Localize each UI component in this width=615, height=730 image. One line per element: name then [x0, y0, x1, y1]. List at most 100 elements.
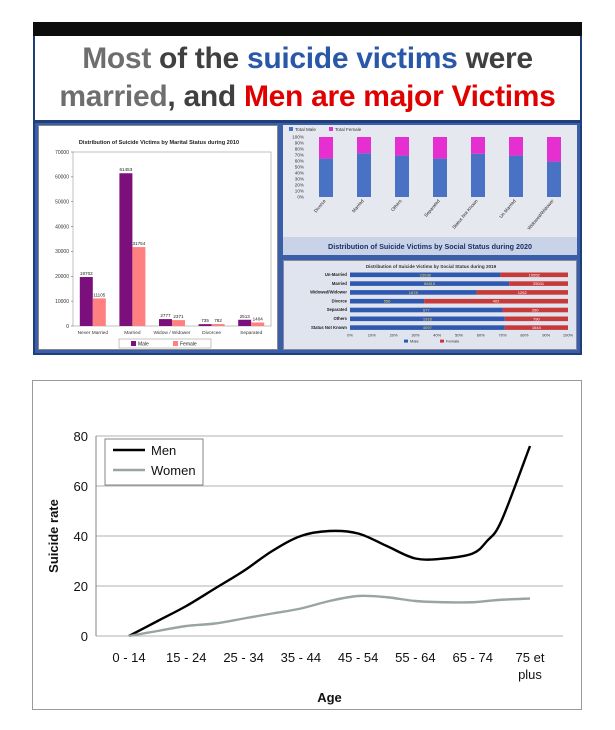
chart3-xtick-label: 60%	[477, 333, 485, 338]
chart1-bar-male-never-married	[79, 277, 93, 326]
chart2-ytick-label: 40%	[295, 171, 304, 176]
chart4-ytick-label: 20	[74, 579, 88, 594]
chart3-category-label: Others	[334, 316, 348, 321]
chart1-data-label: 2371	[173, 314, 184, 319]
headline-line-1: Most of the suicide victims were	[36, 40, 579, 78]
chart2-ytick-label: 30%	[295, 177, 304, 182]
chart2-legend-swatch-total-female	[329, 127, 333, 131]
chart2-bar-male-widowed-widower	[547, 161, 561, 197]
headline-text-and: , and	[167, 80, 244, 113]
chart3-bar-male-divorce	[350, 298, 425, 304]
chart4-ytick-label: 60	[74, 479, 88, 494]
chart2-bar-male-divorce	[319, 158, 333, 197]
chart3-xtick-label: 90%	[542, 333, 550, 338]
chart4-xtick-label: 0 - 14	[112, 650, 145, 665]
chart4-xtick-label: 45 - 54	[338, 650, 378, 665]
chart3-bar-female-un-married	[500, 272, 568, 278]
chart2-ytick-label: 20%	[295, 183, 304, 188]
chart2-title: Distribution of Suicide Victims by Socia…	[328, 242, 532, 251]
chart2-bar-male-others	[395, 155, 409, 197]
chart3-male-label: 23038	[420, 272, 432, 277]
chart2-category-label: Status Not Known	[451, 198, 479, 230]
chart2-ytick-label: 60%	[295, 159, 304, 164]
chart3-bar-female-divorce	[424, 298, 568, 304]
chart2-category-label: Divorce	[313, 198, 327, 213]
chart3-bar-male-un-married	[350, 272, 501, 278]
chart2-ytick-label: 90%	[295, 141, 304, 146]
chart4-xtick-label: 75 et	[516, 650, 545, 665]
chart2-bar-female-others	[395, 137, 409, 156]
chart3-legend-label-female: Female	[446, 339, 460, 344]
headline-line-2: married, and Men are major Victims	[36, 78, 579, 116]
chart1-legend-label-female: Female	[180, 342, 197, 348]
chart3-bar-male-married	[350, 281, 510, 286]
chart3-xtick-label: 40%	[433, 333, 441, 338]
chart2-category-label: Un Married	[498, 198, 517, 219]
chart3-title: Distribution of Suicide Victims by Socia…	[366, 264, 497, 269]
chart1-bar-male-divorcee	[198, 324, 212, 326]
chart3-legend-swatch-male	[404, 339, 408, 343]
chart1-data-label: 1404	[253, 317, 264, 322]
chart1-ytick-label: 10000	[55, 299, 69, 305]
chart3-male-label: 4097	[423, 325, 433, 330]
blue-divider	[35, 120, 580, 123]
chart2-legend-label-total-male: Total Male	[295, 127, 316, 132]
chart3-bar-male-widowed-widower	[350, 290, 477, 295]
chart3-bar-female-married	[509, 281, 568, 286]
chart3-bar-male-separated	[350, 307, 503, 313]
chart4-xlabel: Age	[317, 690, 342, 705]
chart2-category-label: Widowed/Widower	[526, 198, 555, 231]
chart2-bar-male-status-not-known	[471, 153, 485, 197]
chart1-data-label: 2777	[160, 313, 171, 318]
chart2-bar-female-widowed-widower	[547, 137, 561, 162]
chart2-bar-female-divorce	[319, 137, 333, 159]
chart2-ytick-label: 70%	[295, 153, 304, 158]
chart1-bar-male-married	[119, 173, 133, 326]
headline-text-men-major-victims: Men are major Victims	[243, 80, 556, 113]
chart3-xtick-label: 80%	[520, 333, 528, 338]
chart1-category-label: Married	[124, 330, 141, 336]
chart1-bar-male-separated	[238, 319, 252, 326]
chart2-title-band	[283, 237, 577, 255]
chart4-xtick-label: 35 - 44	[281, 650, 321, 665]
chart2-category-label: Separated	[423, 198, 441, 218]
chart3-xtick-label: 20%	[390, 333, 398, 338]
chart1-data-label: 61453	[120, 167, 133, 172]
chart3-legend-swatch-female	[440, 339, 444, 343]
chart-social-status-2019-svg: Distribution of Suicide Victims by Socia…	[310, 264, 573, 344]
chart-suicide-rate-by-age-svg: 0 20 40 60 80 0 - 14 15 - 24 25 - 34 35 - 44 45 -…	[46, 429, 563, 705]
chart4-ytick-label: 40	[74, 529, 88, 544]
chart2-bar-female-un-married	[509, 137, 523, 156]
chart1-legend-box	[118, 338, 212, 349]
chart3-category-label: Married	[332, 281, 348, 286]
headline-text-were: were	[457, 42, 533, 75]
chart3-female-label: 1644	[532, 325, 542, 330]
chart3-male-label: 66815	[424, 281, 436, 286]
chart3-female-label: 402	[493, 299, 500, 304]
chart2-bar-female-status-not-known	[471, 137, 485, 154]
chart3-category-label: Divorce	[332, 298, 348, 303]
chart3-female-label: 290	[532, 308, 539, 313]
headline-text-of-the: of the	[159, 42, 247, 75]
chart4-xtick-label-cont: plus	[518, 667, 542, 682]
chart4-ytick-label: 0	[81, 629, 88, 644]
chart2-ytick-label: 80%	[295, 147, 304, 152]
chart2-bar-female-separated	[433, 137, 447, 159]
chart-marital-status-2010-svg: Distribution of Suicide Victims by Marit…	[55, 140, 272, 349]
chart4-xtick-label: 65 - 74	[452, 650, 492, 665]
chart1-ytick-label: 40000	[55, 224, 69, 230]
chart1-category-label: Never Married	[78, 330, 109, 336]
chart2-bar-female-married	[357, 137, 371, 154]
chart2-bar-male-married	[357, 153, 371, 197]
chart1-category-label: Separated	[240, 330, 262, 336]
headline-text-suicide-victims: suicide victims	[246, 42, 458, 75]
chart3-category-label: Un-Married	[325, 272, 348, 277]
chart4-line-men	[128, 445, 532, 638]
chart3-female-label: 10552	[529, 272, 541, 277]
chart3-bar-female-separated	[502, 307, 568, 313]
chart-social-status-2020: Total Male Total Female 0% 10% 20% 30% 40% 50% 6…	[283, 125, 577, 255]
chart3-female-label: 25041	[533, 281, 545, 286]
chart2-category-label: Married	[351, 198, 365, 213]
chart1-ytick-label: 0	[66, 324, 69, 330]
chart3-category-label: Status Not Known	[311, 325, 347, 330]
